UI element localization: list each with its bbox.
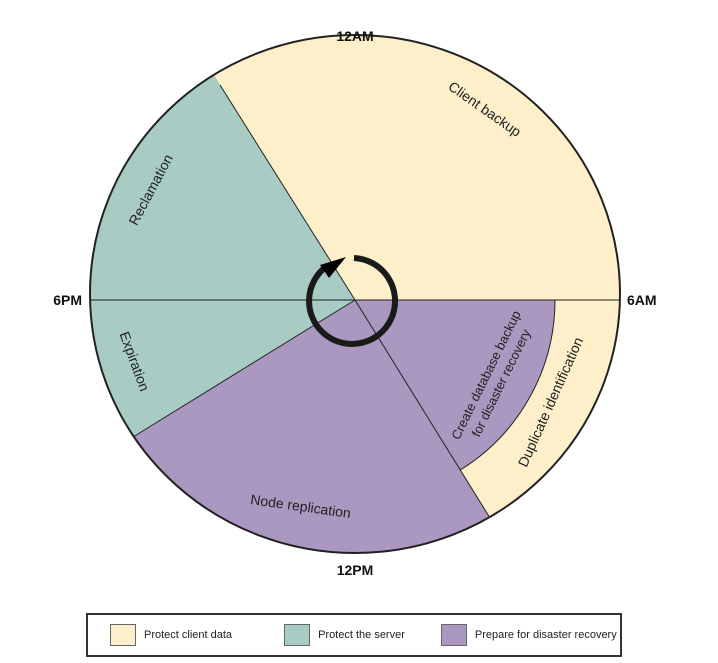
legend-label: Protect client data	[144, 629, 233, 641]
schedule-diagram: 12AM 6AM 12PM 6PM Client backup Reclamat…	[53, 28, 657, 578]
legend-item-dr: Prepare for disaster recovery	[440, 624, 617, 646]
cycle-arrow-icon	[306, 255, 399, 347]
legend-item-client: Protect client data	[110, 624, 232, 646]
legend-item-server: Protect the server	[284, 624, 405, 646]
legend-swatch	[284, 624, 311, 646]
schedule-circle	[89, 34, 621, 554]
legend-label: Protect the server	[318, 629, 405, 641]
legend-swatch	[440, 624, 467, 646]
legend-swatch	[110, 624, 136, 646]
label-6pm: 6PM	[53, 292, 82, 308]
legend: Protect client data Protect the server P…	[86, 613, 622, 657]
segment-db-backup	[355, 300, 555, 470]
label-12am: 12AM	[336, 28, 373, 44]
label-12pm: 12PM	[337, 562, 374, 578]
segment-protect-server	[90, 35, 355, 519]
legend-label: Prepare for disaster recovery	[474, 629, 617, 641]
label-6am: 6AM	[627, 292, 657, 308]
